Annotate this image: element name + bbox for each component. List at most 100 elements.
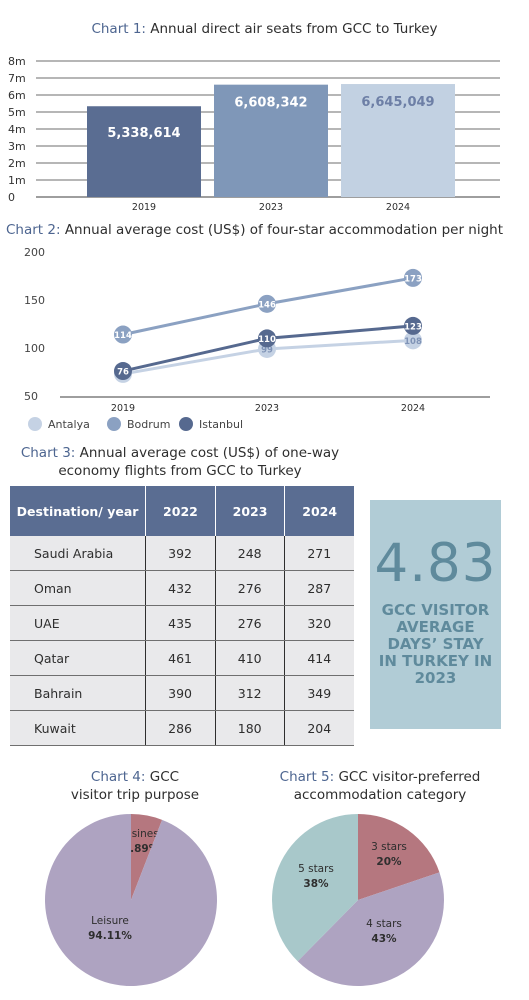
table-header-cell: 2023 [215,486,286,536]
chart2-title: Chart 2: Annual average cost (US$) of fo… [6,221,503,239]
chart4-title-text-1: GCC [145,769,180,785]
pie-slice [358,814,440,900]
table-value-cell: 320 [284,605,354,641]
legend-marker [107,417,121,431]
data-label: 99 [261,345,273,355]
data-point [258,329,276,348]
chart5-title: Chart 5: GCC visitor-preferred accommoda… [240,768,520,804]
table-value-cell: 390 [145,675,216,711]
table-value-cell: 392 [145,536,216,571]
y-tick-label: 6m [8,89,26,102]
table-row: Oman 432 276 287 [10,570,354,606]
x-tick-label: 2019 [132,202,156,213]
table-row: Bahrain 390 312 349 [10,675,354,711]
table-value-cell: 312 [215,675,286,711]
table-row: UAE 435 276 320 [10,605,354,641]
stat-value: 4.83 [374,533,497,594]
chart2-line-chart: 5010015020020192023202473991081141461737… [24,246,490,431]
slice-value-label: 20% [376,856,402,868]
x-tick-label: 2024 [401,403,425,414]
data-point [404,268,422,287]
y-tick-label: 150 [24,294,45,307]
chart3-title-lead: Chart 3: [20,445,76,461]
chart1-title-text: Annual direct air seats from GCC to Turk… [145,21,438,37]
table-value-cell: 180 [215,710,286,746]
pie-slice [272,814,358,962]
data-point [258,294,276,313]
data-label: 114 [114,331,132,341]
chart5-pie-chart: 3 stars 20% 4 stars 43% 5 stars 38% [272,814,444,986]
stay-stat-box: 4.83 GCC VISITOR AVERAGE DAYS’ STAY IN T… [370,500,501,729]
data-point [404,316,422,335]
table-value-cell: 432 [145,570,216,606]
table-header-cell: Destination/ year [10,486,147,536]
bar [341,84,455,197]
x-tick-label: 2023 [255,403,279,414]
slice-name-label: 3 stars [371,841,407,853]
table-header-cell: 2022 [145,486,216,536]
table-value-cell: 461 [145,640,216,676]
pie-slice [131,814,163,900]
chart2-title-text: Annual average cost (US$) of four-star a… [60,222,504,238]
table-header-cell: 2024 [284,486,354,536]
bar-value-label: 6,608,342 [234,96,307,111]
table-value-cell: 435 [145,605,216,641]
x-tick-label: 2023 [259,202,283,213]
data-label: 110 [258,335,276,345]
table-value-cell: 271 [284,536,354,571]
y-tick-label: 7m [8,72,26,85]
x-tick-label: 2019 [111,403,135,414]
y-tick-label: 0 [8,191,15,204]
slice-name-label: 4 stars [366,918,402,930]
table-value-cell: 414 [284,640,354,676]
data-label: 173 [404,274,422,284]
table-destination-cell: Kuwait [10,710,147,746]
stat-caption: GCC VISITOR AVERAGE DAYS’ STAY IN TURKEY… [378,601,493,687]
slice-value-label: 38% [303,878,329,890]
pie-slice [297,872,444,986]
table-destination-cell: UAE [10,605,147,641]
data-point [114,325,132,344]
y-tick-label: 4m [8,123,26,136]
bar-value-label: 5,338,614 [107,126,180,141]
table-value-cell: 287 [284,570,354,606]
chart4-title: Chart 4: GCC visitor trip purpose [40,768,230,804]
flights-cost-table: Destination/ year 2022 2023 2024 Saudi A… [10,486,354,746]
chart5-title-text-2: accommodation category [293,787,467,803]
table-value-cell: 349 [284,675,354,711]
data-label: 123 [404,322,422,332]
chart2-title-lead: Chart 2: [6,222,61,238]
legend-marker [179,417,193,431]
table-row: Saudi Arabia 392 248 271 [10,536,354,571]
table-header-row: Destination/ year 2022 2023 2024 [10,486,354,536]
chart3-title: Chart 3: Annual average cost (US$) of on… [0,444,360,480]
slice-value-label: 94.11% [88,930,132,942]
chart3-title-text-2: economy flights from GCC to Turkey [58,463,302,479]
chart5-title-text-1: GCC visitor-preferred [334,769,481,785]
bar [214,84,328,197]
chart4-title-text-2: visitor trip purpose [70,787,200,803]
table-value-cell: 276 [215,605,286,641]
y-tick-label: 50 [24,390,38,403]
table-value-cell: 410 [215,640,286,676]
table-row: Qatar 461 410 414 [10,640,354,676]
y-tick-label: 8m [8,55,26,68]
y-tick-label: 2m [8,157,26,170]
data-label: 108 [404,337,422,347]
chart3-title-text-1: Annual average cost (US$) of one-way [75,445,340,461]
pie-slice [44,814,217,986]
slice-name-label: Leisure [91,915,129,927]
data-point [114,362,132,381]
chart5-title-lead: Chart 5: [279,769,335,785]
table-destination-cell: Saudi Arabia [10,536,147,571]
table-destination-cell: Oman [10,570,147,606]
table-destination-cell: Bahrain [10,675,147,711]
y-tick-label: 100 [24,342,45,355]
table-value-cell: 286 [145,710,216,746]
legend-label: Bodrum [127,418,170,431]
chart1-title: Chart 1: Annual direct air seats from GC… [0,20,529,38]
y-tick-label: 1m [8,174,26,187]
table-value-cell: 276 [215,570,286,606]
data-label: 146 [258,300,276,310]
